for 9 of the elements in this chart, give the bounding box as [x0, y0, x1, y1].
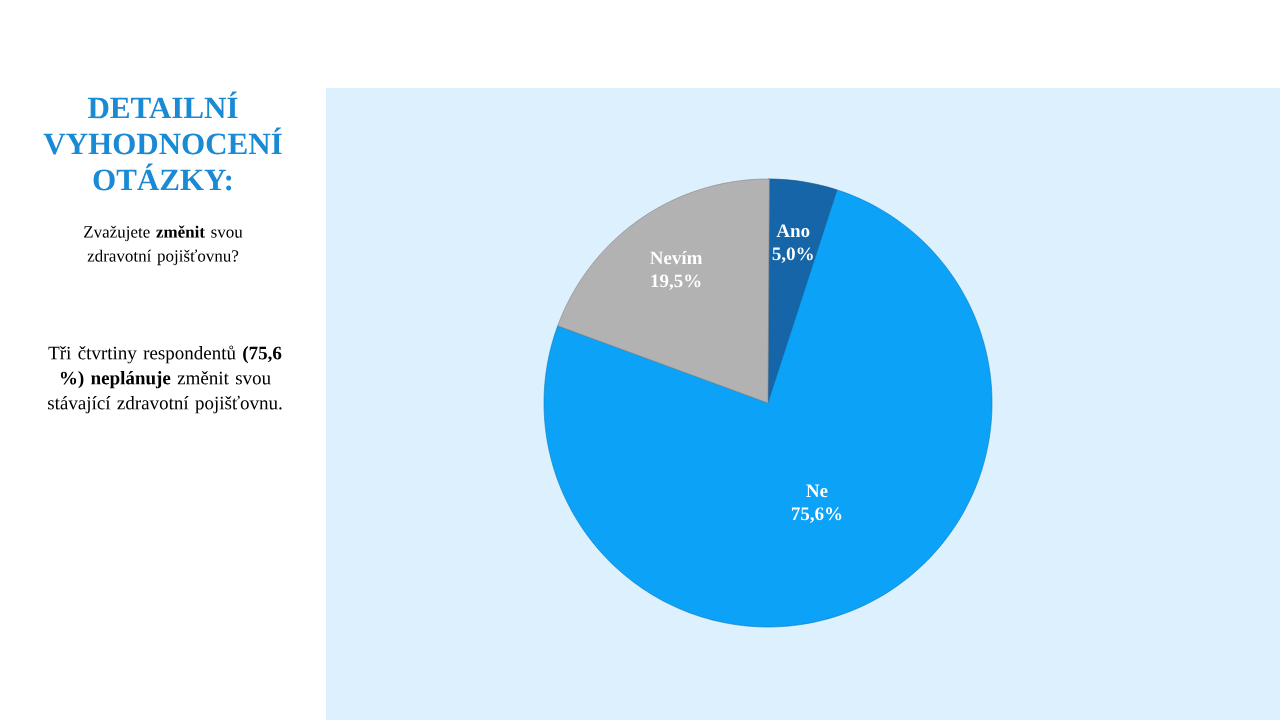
- text: Tři čtvrtiny respondentů (75,6 %) neplánuje změnit svou stávající zdravotní pojišťovnu.: [48, 345, 282, 414]
- data-label: 75,6%: [791, 507, 842, 523]
- slice-label: Ano: [776, 224, 810, 238]
- data-label: 5,0%: [772, 247, 813, 263]
- slice-label: Ne: [806, 484, 828, 498]
- slice-label: Nevím: [650, 250, 703, 265]
- text: Zvažujete změnit svou zdravotní pojišťovnu?: [84, 225, 243, 266]
- data-label: 19,5%: [651, 274, 701, 291]
- text: DETAILNÍ VYHODNOCENÍ OTÁZKY:: [43, 91, 282, 191]
